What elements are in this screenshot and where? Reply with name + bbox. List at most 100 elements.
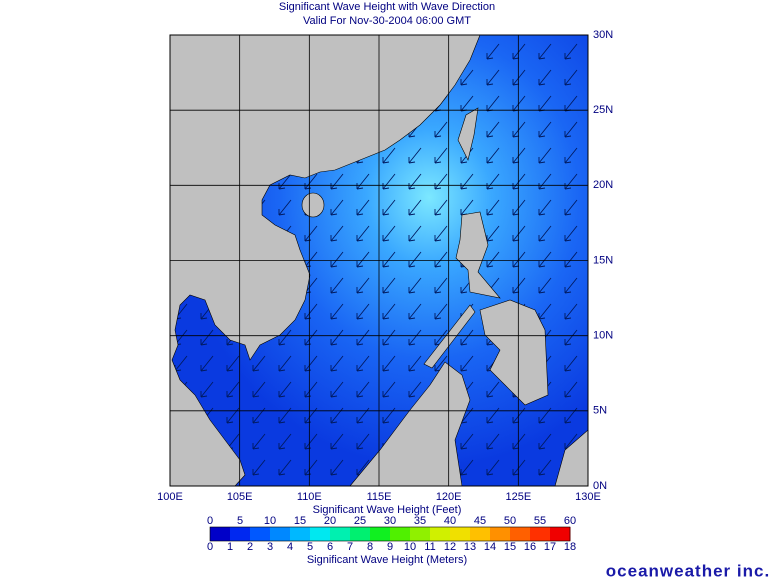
arrow <box>278 355 292 372</box>
meter-tick-label: 9 <box>387 541 393 553</box>
visayas-mindanao <box>479 299 549 406</box>
colorbar-swatch <box>410 527 431 541</box>
arrow <box>200 355 214 372</box>
arrow <box>330 355 344 372</box>
arrow <box>226 381 240 398</box>
arrow <box>304 459 318 476</box>
meter-tick-label: 0 <box>207 541 213 553</box>
meters-label: Significant Wave Height (Meters) <box>307 554 467 566</box>
arrow <box>278 381 292 398</box>
arrow <box>538 69 552 86</box>
arrow <box>564 303 578 320</box>
arrow <box>564 199 578 216</box>
meter-tick-label: 4 <box>287 541 293 553</box>
arrow <box>200 381 214 398</box>
x-tick-label: 130E <box>575 491 601 503</box>
feet-tick-label: 5 <box>237 515 243 527</box>
arrow <box>434 121 448 138</box>
arrow <box>564 147 578 164</box>
meter-tick-label: 7 <box>347 541 353 553</box>
brand: oceanweather inc. <box>606 561 770 580</box>
arrow <box>564 277 578 294</box>
arrow <box>304 381 318 398</box>
arrow <box>486 173 500 190</box>
arrow <box>408 251 422 268</box>
meter-tick-label: 16 <box>524 541 536 553</box>
arrow <box>434 147 448 164</box>
arrow <box>460 329 474 346</box>
y-tick-label: 5N <box>593 405 607 417</box>
meter-tick-label: 8 <box>367 541 373 553</box>
arrow <box>330 303 344 320</box>
arrow <box>382 199 396 216</box>
arrow <box>434 225 448 242</box>
arrow <box>356 225 370 242</box>
arrow <box>278 459 292 476</box>
arrow <box>252 433 266 450</box>
meter-tick-label: 6 <box>327 541 333 553</box>
arrow <box>304 225 318 242</box>
feet-tick-label: 30 <box>384 515 396 527</box>
arrow <box>486 69 500 86</box>
arrow <box>252 355 266 372</box>
arrow <box>382 147 396 164</box>
feet-tick-label: 60 <box>564 515 576 527</box>
arrow <box>486 199 500 216</box>
arrow <box>200 329 214 346</box>
arrow <box>460 173 474 190</box>
arrow <box>382 277 396 294</box>
arrow <box>252 381 266 398</box>
arrow <box>564 381 578 398</box>
meter-tick-label: 10 <box>404 541 416 553</box>
meter-tick-label: 11 <box>424 541 435 553</box>
colorbar-swatch <box>290 527 311 541</box>
meter-tick-label: 12 <box>444 541 456 553</box>
colorbar-swatch <box>430 527 451 541</box>
arrow <box>538 199 552 216</box>
arrow <box>382 329 396 346</box>
arrow <box>408 303 422 320</box>
feet-tick-label: 20 <box>324 515 336 527</box>
feet-tick-label: 45 <box>474 515 486 527</box>
y-tick-label: 20N <box>593 179 613 191</box>
arrow <box>226 355 240 372</box>
colorbar-swatch <box>470 527 491 541</box>
subtitle: Valid For Nov-30-2004 06:00 GMT <box>303 15 471 27</box>
borneo <box>349 361 471 487</box>
y-tick-label: 15N <box>593 254 613 266</box>
arrow <box>356 277 370 294</box>
arrow <box>486 459 500 476</box>
arrow <box>564 69 578 86</box>
arrow <box>538 251 552 268</box>
arrow <box>538 225 552 242</box>
arrow <box>278 329 292 346</box>
arrow <box>486 381 500 398</box>
feet-tick-label: 25 <box>354 515 366 527</box>
arrow <box>538 459 552 476</box>
arrow <box>330 225 344 242</box>
arrow <box>434 173 448 190</box>
arrow <box>460 433 474 450</box>
arrow <box>330 277 344 294</box>
meter-tick-label: 1 <box>227 541 233 553</box>
map-frame <box>169 34 589 487</box>
arrow <box>356 199 370 216</box>
arrow <box>486 121 500 138</box>
arrow <box>304 303 318 320</box>
arrow <box>434 199 448 216</box>
colorbar-swatch <box>530 527 551 541</box>
x-tick-label: 100E <box>157 491 183 503</box>
arrow <box>486 251 500 268</box>
palawan <box>423 304 476 369</box>
x-tick-label: 110E <box>297 491 322 503</box>
meter-tick-label: 2 <box>247 541 253 553</box>
arrow <box>486 43 500 60</box>
arrow <box>564 121 578 138</box>
arrow <box>408 225 422 242</box>
arrow <box>408 277 422 294</box>
arrow <box>278 433 292 450</box>
title: Significant Wave Height with Wave Direct… <box>279 1 495 13</box>
x-tick-label: 120E <box>436 491 462 503</box>
arrow <box>408 381 422 398</box>
colorbar-swatch <box>370 527 391 541</box>
